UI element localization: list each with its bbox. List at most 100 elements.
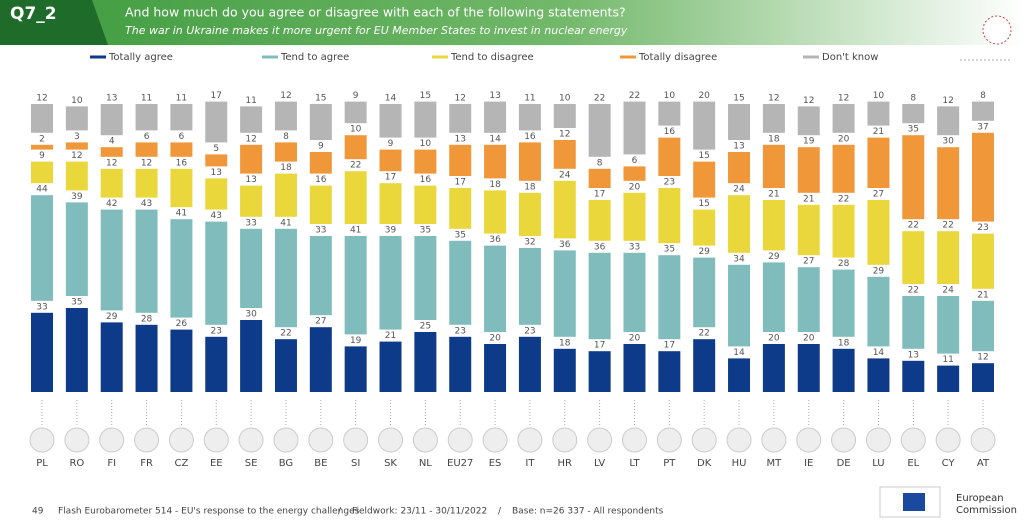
x-tick-label: CZ bbox=[174, 458, 188, 469]
bar-segment bbox=[937, 365, 960, 392]
bar-segment bbox=[728, 264, 751, 347]
bar-segment bbox=[553, 104, 576, 128]
data-label: 22 bbox=[942, 221, 953, 231]
x-tick-label: EU27 bbox=[447, 458, 473, 469]
bar-segment bbox=[553, 250, 576, 337]
data-label: 14 bbox=[489, 134, 501, 144]
x-tick-label: FR bbox=[140, 458, 153, 469]
bar-segment bbox=[240, 185, 263, 217]
data-label: 33 bbox=[629, 242, 640, 252]
data-label: 13 bbox=[489, 91, 500, 101]
bar-segment bbox=[449, 104, 472, 133]
bar-segment bbox=[309, 104, 332, 140]
bar-segment bbox=[344, 135, 367, 160]
x-tick-label: RO bbox=[69, 458, 84, 469]
bar-segment bbox=[65, 106, 88, 131]
data-label: 17 bbox=[594, 341, 605, 351]
legend-label: Totally disagree bbox=[638, 52, 717, 63]
data-label: 11 bbox=[942, 355, 953, 365]
bar-segment bbox=[728, 104, 751, 140]
legend-label: Tend to agree bbox=[280, 52, 349, 63]
data-label: 12 bbox=[977, 353, 988, 363]
bar-segment bbox=[588, 104, 611, 157]
bar-segment bbox=[693, 257, 716, 328]
data-label: 39 bbox=[385, 226, 397, 236]
bar-segment bbox=[100, 322, 123, 392]
x-tick-label: HU bbox=[732, 458, 747, 469]
data-label: 22 bbox=[280, 329, 291, 339]
bar-segment bbox=[762, 262, 785, 332]
bar-segment bbox=[274, 339, 297, 392]
bar-segment bbox=[414, 101, 437, 138]
data-label: 43 bbox=[141, 199, 152, 209]
bar-segment bbox=[902, 231, 925, 284]
x-tick-label: LT bbox=[629, 458, 640, 469]
flag bbox=[935, 427, 961, 453]
data-label: 5 bbox=[213, 144, 219, 154]
flag bbox=[168, 427, 194, 453]
data-label: 12 bbox=[141, 158, 152, 168]
bar-segment bbox=[832, 348, 855, 392]
flag bbox=[691, 427, 717, 453]
data-label: 29 bbox=[768, 252, 780, 262]
data-label: 44 bbox=[36, 185, 48, 195]
data-label: 19 bbox=[803, 137, 815, 147]
bar-segment bbox=[902, 135, 925, 220]
bar-segment bbox=[623, 344, 646, 392]
flag bbox=[587, 427, 613, 453]
data-label: 30 bbox=[245, 310, 257, 320]
x-tick-label: LV bbox=[594, 458, 605, 469]
bar-segment bbox=[553, 348, 576, 392]
data-label: 12 bbox=[838, 94, 849, 104]
data-label: 42 bbox=[106, 199, 117, 209]
legend-label: Tend to disagree bbox=[450, 52, 534, 63]
x-tick-label: ES bbox=[489, 458, 502, 469]
data-label: 21 bbox=[977, 290, 988, 300]
data-label: 9 bbox=[353, 91, 359, 101]
bar-segment bbox=[658, 101, 681, 126]
flag bbox=[29, 427, 55, 453]
data-label: 20 bbox=[489, 334, 501, 344]
bar-segment bbox=[205, 101, 228, 143]
flag bbox=[865, 427, 891, 453]
x-tick-label: SI bbox=[351, 458, 360, 469]
bar-segment bbox=[518, 336, 541, 392]
data-label: 22 bbox=[908, 221, 919, 231]
data-label: 41 bbox=[350, 226, 361, 236]
bar-segment bbox=[972, 132, 994, 222]
bar-segment bbox=[100, 104, 123, 136]
data-label: 14 bbox=[873, 348, 885, 358]
flag bbox=[99, 427, 125, 453]
bar-segment bbox=[309, 185, 332, 224]
data-label: 3 bbox=[74, 132, 80, 142]
data-label: 12 bbox=[559, 130, 570, 140]
data-label: 12 bbox=[454, 94, 465, 104]
flag bbox=[412, 427, 438, 453]
flag bbox=[308, 427, 334, 453]
flag bbox=[273, 427, 299, 453]
bar-segment bbox=[240, 320, 263, 392]
header-band bbox=[0, 0, 1024, 45]
data-label: 35 bbox=[454, 230, 465, 240]
bar-segment bbox=[518, 248, 541, 325]
data-label: 28 bbox=[838, 259, 850, 269]
data-label: 20 bbox=[698, 91, 710, 101]
data-label: 18 bbox=[559, 338, 571, 348]
data-label: 10 bbox=[559, 94, 571, 104]
bar-segment bbox=[414, 236, 437, 320]
separator: / bbox=[498, 507, 502, 517]
data-label: 20 bbox=[629, 334, 641, 344]
data-label: 12 bbox=[803, 96, 814, 106]
data-label: 8 bbox=[597, 158, 603, 168]
data-label: 33 bbox=[315, 226, 326, 236]
bar-segment bbox=[274, 173, 297, 217]
flag bbox=[447, 427, 473, 453]
bar-segment bbox=[832, 204, 855, 258]
data-label: 15 bbox=[420, 91, 431, 101]
logo-text: Commission bbox=[956, 505, 1017, 516]
data-label: 12 bbox=[106, 158, 117, 168]
source: Flash Eurobarometer 514 - EU's response … bbox=[58, 507, 360, 517]
data-label: 18 bbox=[838, 338, 850, 348]
flag bbox=[343, 427, 369, 453]
bar-segment bbox=[588, 200, 611, 241]
